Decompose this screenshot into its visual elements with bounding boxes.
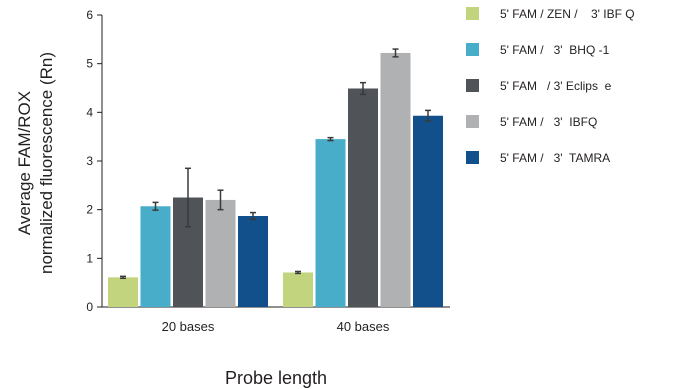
bar <box>205 199 236 307</box>
bar <box>140 206 171 307</box>
bar <box>413 115 443 308</box>
legend-item: 5' FAM / 3' IBFQ <box>466 115 597 129</box>
bar <box>315 139 346 307</box>
bar <box>108 277 138 307</box>
y-tick-label: 3 <box>86 154 93 168</box>
y-axis-ticks: 0 1 2 3 4 5 6 <box>86 8 102 314</box>
legend: 5' FAM / ZEN / 3' IBF Q 5' FAM / 3' BHQ -… <box>466 7 635 165</box>
legend-item: 5' FAM / ZEN / 3' IBF Q <box>466 7 635 21</box>
bar <box>238 215 268 307</box>
y-axis-title-line-1: Average FAM/ROX <box>15 91 34 235</box>
bar <box>283 272 313 307</box>
bar <box>380 52 411 308</box>
legend-swatch <box>466 43 479 56</box>
y-axis-title: Average FAM/ROX normalized fluorescence … <box>15 52 56 274</box>
legend-swatch <box>466 151 479 164</box>
x-category-label: 40 bases <box>337 319 390 334</box>
legend-label: 5' FAM / 3' TAMRA <box>500 151 610 165</box>
legend-label: 5' FAM / 3' Eclips e <box>500 79 612 93</box>
y-tick-label: 2 <box>86 203 93 217</box>
y-tick-label: 1 <box>86 251 93 265</box>
x-axis-category-labels: 20 bases 40 bases <box>162 319 390 334</box>
bar <box>348 88 378 307</box>
y-tick-label: 5 <box>86 57 93 71</box>
legend-item: 5' FAM / 3' BHQ -1 <box>466 43 610 57</box>
legend-swatch <box>466 115 479 128</box>
plot-area: 0 1 2 3 4 5 6 20 bases 40 bases <box>86 8 450 334</box>
y-tick-label: 4 <box>86 105 93 119</box>
y-axis-title-line-2: normalized fluorescence (Rn) <box>37 52 56 274</box>
legend-label: 5' FAM / 3' IBFQ <box>500 115 597 129</box>
legend-swatch <box>466 79 479 92</box>
bars <box>108 52 443 308</box>
legend-item: 5' FAM / 3' Eclips e <box>466 79 612 93</box>
x-category-label: 20 bases <box>162 319 215 334</box>
legend-label: 5' FAM / 3' BHQ -1 <box>500 43 610 57</box>
y-tick-label: 6 <box>86 8 93 22</box>
legend-swatch <box>466 7 479 20</box>
error-bars <box>120 48 431 280</box>
y-tick-label: 0 <box>86 300 93 314</box>
legend-label: 5' FAM / ZEN / 3' IBF Q <box>500 7 635 21</box>
x-axis-title: Probe length <box>225 368 327 388</box>
legend-item: 5' FAM / 3' TAMRA <box>466 151 610 165</box>
